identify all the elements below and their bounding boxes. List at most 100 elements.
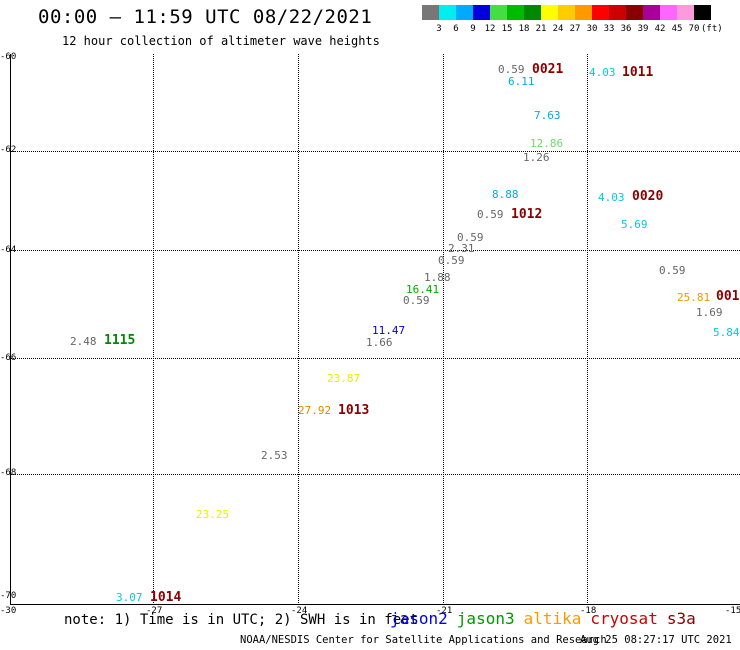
cycle-id-label: 0021 [532, 62, 564, 77]
y-tick-label: -64 [0, 245, 17, 255]
wave-height-label: 25.81 [677, 291, 711, 304]
wave-height-label: 0.59 [659, 264, 686, 277]
legend-label: 33 [603, 24, 615, 34]
y-tick-label: -60 [0, 52, 17, 62]
x-tick-label: -21 [436, 606, 453, 616]
grid-line-lat-68 [10, 474, 740, 475]
legend-label: 12 [484, 24, 496, 34]
legend-label: 6 [453, 24, 459, 34]
grid-line-lat-62 [10, 151, 740, 152]
legend-label: 70 [688, 24, 700, 34]
legend-label: 36 [620, 24, 632, 34]
legend-swatch [677, 5, 694, 20]
cycle-id-label: 1013 [338, 403, 370, 418]
wave-height-label: 23.25 [196, 508, 230, 521]
credit-line: NOAA/NESDIS Center for Satellite Applica… [240, 634, 607, 646]
legend-swatch [558, 5, 575, 20]
wave-height-label: 4.03 [589, 66, 616, 79]
x-tick-label: -15 [725, 606, 740, 616]
cycle-id-label: 001 [716, 289, 740, 304]
legend-label: 3 [436, 24, 442, 34]
satellite-name: jason3 [456, 609, 515, 628]
legend-unit: (ft) [701, 24, 723, 34]
wave-height-label: 2.31 [448, 242, 475, 255]
grid-line-lat-66 [10, 358, 740, 359]
legend-swatch [694, 5, 711, 20]
cycle-id-label: 1011 [622, 65, 654, 80]
wave-height-label: 0.59 [457, 231, 484, 244]
legend-swatch [456, 5, 473, 20]
wave-height-label: 11.47 [372, 324, 406, 337]
generated-timestamp: Aug 25 08:27:17 UTC 2021 [580, 634, 732, 646]
legend-label: 30 [586, 24, 598, 34]
wave-height-label: 1.88 [424, 271, 451, 284]
wave-height-label: 3.07 [116, 591, 143, 604]
legend-swatch [575, 5, 592, 20]
wave-height-label: 27.92 [298, 404, 332, 417]
cycle-id-label: 1115 [104, 333, 136, 348]
satellite-name: altika [523, 609, 582, 628]
legend-swatch [473, 5, 490, 20]
wave-height-label: 5.69 [621, 218, 648, 231]
legend-swatch [541, 5, 558, 20]
wave-height-label: 6.11 [508, 75, 535, 88]
y-tick-label: -62 [0, 145, 17, 155]
satellite-name: jason2 [390, 609, 448, 628]
legend-swatch [660, 5, 677, 20]
map-subtitle: 12 hour collection of altimeter wave hei… [62, 34, 380, 48]
legend-swatch [626, 5, 643, 20]
wave-height-label: 16.41 [406, 283, 440, 296]
x-tick-label: -27 [146, 606, 163, 616]
y-tick-label: -68 [0, 468, 17, 478]
legend-label: 39 [637, 24, 649, 34]
wave-height-label: 1.26 [523, 151, 550, 164]
legend-swatch [439, 5, 456, 20]
grid-line-lon-18 [587, 54, 588, 605]
satellite-name: s3a [666, 609, 696, 628]
footnote: note: 1) Time is in UTC; 2) SWH is in fe… [64, 612, 419, 628]
grid-line-lon-24 [298, 54, 299, 605]
legend-label: 9 [470, 24, 476, 34]
wave-height-label: 0.59 [498, 63, 525, 76]
grid-line-lon-27 [153, 54, 154, 605]
legend-swatch [592, 5, 609, 20]
legend-swatch [524, 5, 541, 20]
cycle-id-label: 0020 [632, 189, 664, 204]
map-plot-area [10, 54, 740, 605]
wave-height-label: 23.87 [327, 372, 361, 385]
wave-height-label: 8.88 [492, 188, 519, 201]
legend-label: 24 [552, 24, 564, 34]
y-tick-label: -66 [0, 353, 17, 363]
legend-label: 18 [518, 24, 530, 34]
legend-swatch [609, 5, 626, 20]
grid-line-lat-64 [10, 250, 740, 251]
legend-label: 21 [535, 24, 547, 34]
map-title: 00:00 — 11:59 UTC 08/22/2021 [38, 6, 373, 28]
wave-height-label: 0.59 [403, 294, 430, 307]
wave-height-label: 2.53 [261, 449, 288, 462]
x-tick-label: -24 [291, 606, 308, 616]
wave-height-label: 2.48 [70, 335, 97, 348]
wave-height-label: 1.69 [696, 306, 723, 319]
wave-height-label: 12.86 [530, 137, 564, 150]
wave-height-label: 0.59 [477, 208, 504, 221]
wave-height-label: 4.03 [598, 191, 625, 204]
legend-swatch [490, 5, 507, 20]
wave-height-label: 5.84 [713, 326, 740, 339]
y-tick-label: -70 [0, 591, 17, 601]
satellite-legend: jason2 jason3 altika cryosat s3a [390, 609, 705, 628]
legend-swatch [643, 5, 660, 20]
grid-line-lon-21 [443, 54, 444, 605]
corner-tick-label: -30 [0, 606, 17, 616]
x-tick-label: -18 [580, 606, 597, 616]
legend-label: 45 [671, 24, 683, 34]
wave-height-label: 0.59 [438, 254, 465, 267]
legend-label: 15 [501, 24, 513, 34]
satellite-name: cryosat [590, 609, 658, 628]
wave-height-label: 7.63 [534, 109, 561, 122]
cycle-id-label: 1014 [150, 590, 182, 605]
legend-label: 27 [569, 24, 581, 34]
cycle-id-label: 1012 [511, 207, 543, 222]
legend-label: 42 [654, 24, 666, 34]
legend-swatch [507, 5, 524, 20]
